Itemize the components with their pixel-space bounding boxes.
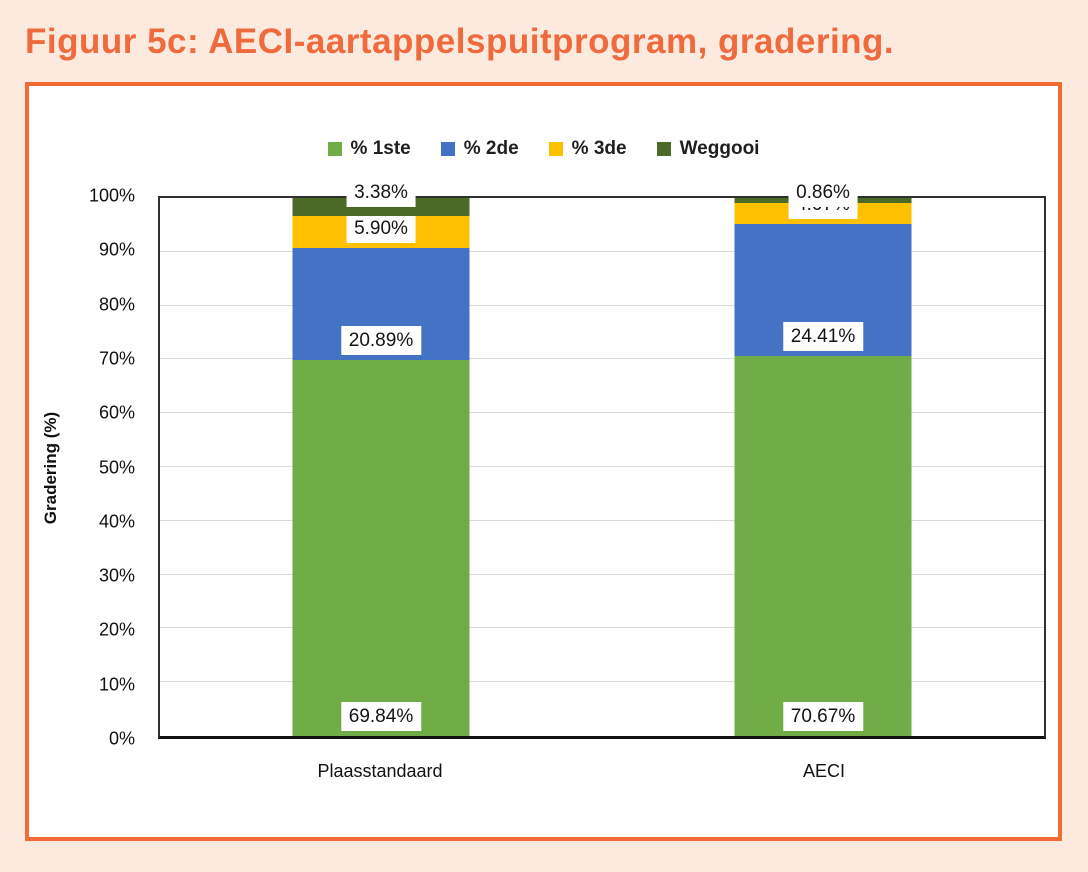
value-label: 70.67%: [782, 702, 864, 731]
gridline: [160, 358, 1044, 360]
y-axis-tick-label: 40%: [98, 511, 135, 532]
legend-swatch-icon: [440, 142, 455, 156]
value-label: 24.41%: [782, 321, 864, 351]
legend-item: Weggooi: [656, 138, 760, 160]
y-axis-tick-label: 50%: [98, 457, 135, 477]
legend-swatch-icon: [548, 142, 563, 156]
y-axis-tick-label: 60%: [98, 402, 135, 423]
legend-label: Weggooi: [679, 138, 760, 159]
y-axis-tick-label: 10%: [98, 674, 135, 695]
chart-panel: % 1ste% 2de% 3de Weggooi Gradering (%) 0%…: [25, 82, 1062, 841]
gridline: [160, 627, 1044, 629]
gridline: [160, 412, 1044, 414]
y-axis-tick-label: 0%: [108, 728, 135, 749]
y-axis-tick-label: 70%: [98, 348, 135, 369]
y-axis-ticks: 0% 10% 20% 30% 40% 50% 60% 70% 80% 90% 100%: [29, 186, 137, 749]
value-label: 3.38%: [346, 178, 416, 207]
bar-segment: [292, 197, 470, 217]
plot-area: 69.84%20.89%5.90%3.38%70.67%24.41%4.07%0…: [158, 178, 1046, 739]
x-axis-category-labels: Plaasstandaard AECI: [158, 761, 1046, 787]
stacked-bar-aeci: 70.67%24.41%4.07%0.86%: [734, 178, 912, 736]
legend-swatch-icon: [327, 142, 342, 156]
y-axis-tick-label: 90%: [98, 239, 135, 260]
gridline: [160, 519, 1044, 521]
legend-label: % 3de: [571, 138, 627, 159]
gridline: [160, 573, 1044, 575]
legend-item: % 2de: [440, 138, 519, 160]
bar-segment: [292, 360, 470, 736]
y-axis-tick-label: 100%: [88, 185, 135, 206]
legend-swatch-icon: [656, 142, 671, 156]
value-label: 69.84%: [340, 702, 422, 731]
gridline: [160, 304, 1044, 306]
gridline: [160, 466, 1044, 467]
value-label: 20.89%: [340, 326, 422, 356]
gridline: [160, 681, 1044, 683]
y-axis-tick-label: 80%: [98, 294, 135, 315]
value-label: 5.90%: [346, 213, 416, 243]
bar-segment: [734, 355, 912, 736]
chart-legend: % 1ste % 2de % 3de Weggooi: [29, 138, 1058, 160]
stacked-bar-plaasstandaard: 69.84% 20.89% 5.90% 3.38%: [292, 178, 470, 736]
gridline: [160, 250, 1044, 252]
category-label: AECI: [802, 761, 846, 781]
y-axis-tick-label: 30%: [98, 565, 135, 586]
legend-label: % 2de: [463, 138, 519, 159]
legend-item: % 1ste: [327, 138, 411, 160]
legend-label: % 1ste: [350, 138, 411, 159]
legend-item: % 3de: [548, 138, 627, 160]
category-label: Plaasstandaard: [317, 761, 443, 781]
value-label: 0.86%: [788, 178, 858, 207]
figure-title: Figuur 5c: AECI-aartappelspuitprogram, g…: [25, 22, 895, 61]
y-axis-tick-label: 20%: [98, 619, 135, 640]
